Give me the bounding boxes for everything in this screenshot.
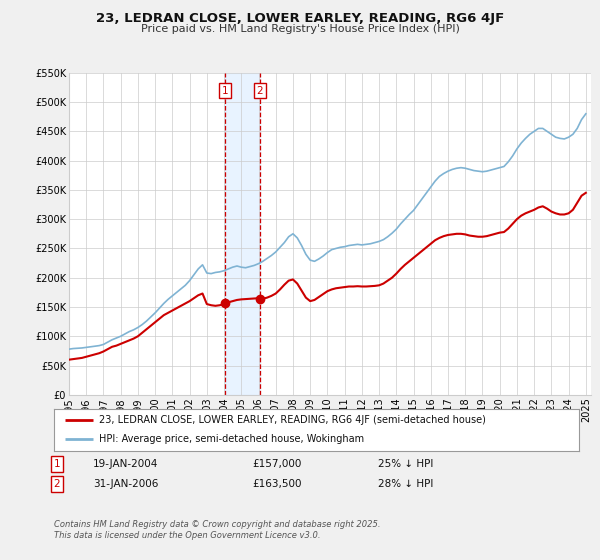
Text: 2: 2	[53, 479, 61, 489]
Text: Contains HM Land Registry data © Crown copyright and database right 2025.
This d: Contains HM Land Registry data © Crown c…	[54, 520, 380, 540]
Bar	[225, 73, 260, 395]
Text: 31-JAN-2006: 31-JAN-2006	[93, 479, 158, 489]
Text: 23, LEDRAN CLOSE, LOWER EARLEY, READING, RG6 4JF: 23, LEDRAN CLOSE, LOWER EARLEY, READING,…	[96, 12, 504, 25]
Text: Price paid vs. HM Land Registry's House Price Index (HPI): Price paid vs. HM Land Registry's House …	[140, 24, 460, 34]
Text: 19-JAN-2004: 19-JAN-2004	[93, 459, 158, 469]
Text: £157,000: £157,000	[252, 459, 301, 469]
Text: 28% ↓ HPI: 28% ↓ HPI	[378, 479, 433, 489]
Text: 25% ↓ HPI: 25% ↓ HPI	[378, 459, 433, 469]
Text: £163,500: £163,500	[252, 479, 302, 489]
Text: 1: 1	[53, 459, 61, 469]
Text: 23, LEDRAN CLOSE, LOWER EARLEY, READING, RG6 4JF (semi-detached house): 23, LEDRAN CLOSE, LOWER EARLEY, READING,…	[98, 415, 485, 425]
Text: 2: 2	[257, 86, 263, 96]
Text: 1: 1	[221, 86, 228, 96]
Text: HPI: Average price, semi-detached house, Wokingham: HPI: Average price, semi-detached house,…	[98, 435, 364, 445]
